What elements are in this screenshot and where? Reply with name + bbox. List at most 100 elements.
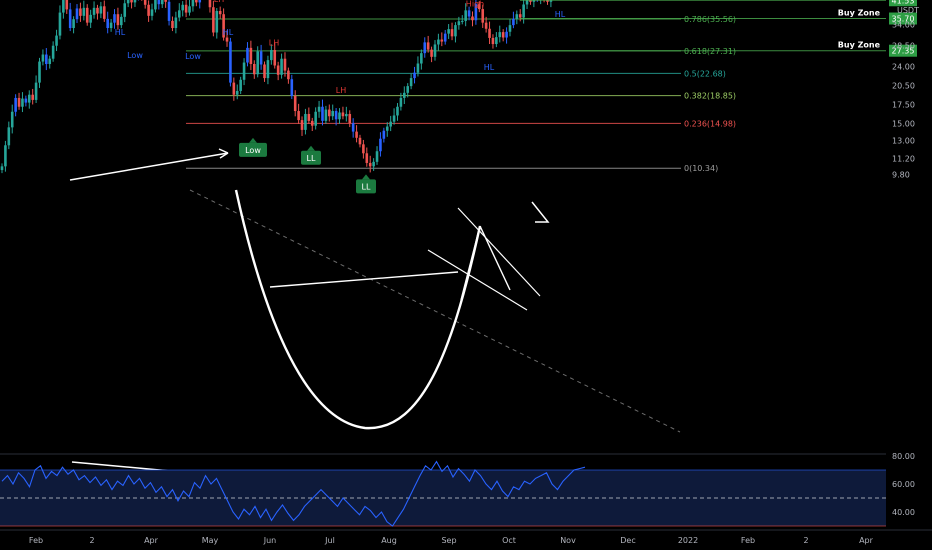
zone-price-text: 27.35 (892, 47, 915, 56)
candle-body (529, 0, 532, 2)
time-axis[interactable]: Feb 2 Apr May Jun Jul Aug Sep Oct Nov Dec 2022 Feb 2 A… (0, 529, 932, 545)
candle-body (123, 3, 127, 17)
handle-lower-line (427, 249, 528, 311)
candle-body (154, 0, 157, 10)
candle-body (246, 47, 249, 63)
candle-body (266, 60, 270, 79)
candle-body (239, 79, 242, 91)
candle-body (126, 0, 130, 4)
price-tick-label: 11.20 (892, 155, 915, 164)
candle-body (508, 25, 512, 32)
pullback-leg (479, 225, 511, 291)
candle-body (382, 130, 386, 139)
candle-body (4, 145, 7, 167)
structure-label: HL (484, 63, 495, 72)
candle-body (334, 111, 338, 120)
candle-body (450, 29, 454, 37)
candle-body (484, 22, 488, 29)
time-tick-label: Feb (741, 536, 755, 545)
candle-body (341, 112, 345, 117)
cup-curve (234, 189, 482, 430)
candle-body (72, 19, 75, 29)
candle-body (252, 64, 256, 75)
candle-body (130, 0, 133, 3)
candle-body (464, 10, 467, 21)
candle-body (232, 82, 236, 95)
trend-annotations (189, 189, 681, 433)
candle-body (270, 50, 273, 61)
candle-body (41, 54, 45, 62)
flag-arrow (531, 201, 550, 223)
candle-body (17, 97, 21, 107)
candle-body (113, 14, 116, 23)
candle-body (164, 0, 167, 2)
fib-label: 0.236(14.98) (684, 119, 736, 128)
candle-body (157, 0, 161, 5)
candle-body (293, 95, 297, 112)
candle-body (208, 0, 212, 8)
candle-body (102, 6, 106, 19)
zone-label: Buy Zone (838, 41, 881, 50)
candle-body (38, 61, 41, 83)
candle-body (457, 21, 461, 26)
price-tick-label: 15.00 (892, 119, 915, 128)
candle-body (62, 0, 65, 13)
candle-body (327, 109, 331, 117)
candle-body (368, 162, 372, 167)
candle-body (212, 7, 215, 33)
time-tick-label: Nov (560, 536, 576, 545)
candle-body (505, 31, 508, 38)
candle-body (358, 137, 362, 145)
price-candles (0, 0, 553, 174)
candle-body (256, 51, 260, 75)
rsi-line (1, 460, 586, 527)
candle-body (51, 45, 55, 59)
time-tick-label: Oct (502, 536, 516, 545)
zone-label: Buy Zone (838, 9, 881, 18)
divergence-line-top (69, 152, 229, 181)
candle-body (215, 10, 219, 33)
price-tick-label: 24.00 (892, 62, 915, 71)
candle-body (522, 4, 525, 18)
candle-body (447, 29, 450, 34)
pivot-badge (239, 142, 267, 157)
candle-body (160, 0, 164, 5)
time-tick-label: Sep (441, 536, 456, 545)
candle-body (184, 4, 188, 13)
candle-body (406, 86, 410, 93)
pivot-badge-text: Low (245, 146, 261, 155)
pivot-badge-text: LL (307, 154, 316, 163)
candle-body (242, 62, 246, 80)
structure-label: LH (214, 0, 224, 4)
fib-levels: 1.618(131.43)1.414(95.38)1.272(76.31)1(4… (186, 15, 736, 173)
handle-upper-line (457, 207, 541, 297)
candle-body (443, 33, 447, 42)
candle-body (372, 161, 375, 167)
candle-body (191, 0, 195, 7)
time-tick-label: Jun (263, 536, 277, 545)
zone-labels: Target 3 - $131 FIB 1.618131.60Target 2 … (520, 0, 917, 57)
price-axis[interactable]: 170.00160.00140.00120.00105.0090.0066.00… (892, 0, 920, 180)
pivot-badge (356, 179, 376, 194)
candle-body (437, 39, 440, 45)
candle-body (355, 131, 358, 138)
candle-body (495, 37, 498, 45)
rsi-pane[interactable]: 80.00 60.00 40.00 (0, 452, 915, 527)
candle-body (331, 111, 335, 117)
candle-body (297, 111, 300, 121)
candle-body (48, 58, 52, 65)
fib-label: 0.382(18.85) (684, 92, 736, 101)
structure-label: LH (269, 38, 279, 47)
candle-body (147, 4, 150, 16)
candle-body (433, 44, 437, 57)
candle-body (89, 14, 92, 23)
candle-body (31, 94, 34, 100)
descending-trendline (189, 189, 681, 433)
candle-body (338, 112, 341, 120)
rsi-tick-label: 40.00 (892, 508, 915, 517)
candle-body (307, 113, 311, 121)
candle-body (423, 42, 427, 54)
candle-body (498, 32, 502, 38)
candle-body (396, 106, 399, 116)
